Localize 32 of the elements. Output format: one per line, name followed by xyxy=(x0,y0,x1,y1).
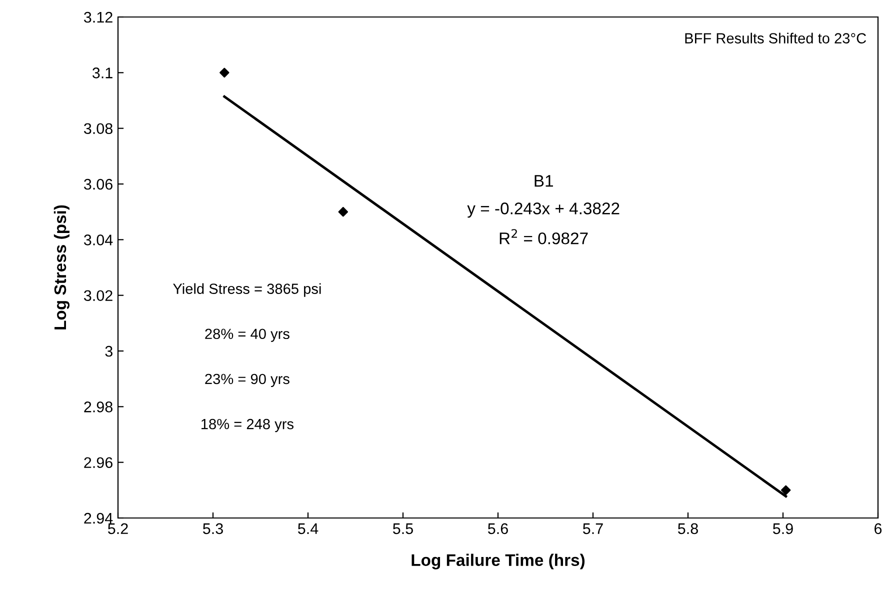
annotation: 23% = 90 yrs xyxy=(205,374,290,388)
y-tick-label: 3.02 xyxy=(84,290,112,302)
point xyxy=(780,485,791,496)
x-tick-label: 5.8 xyxy=(678,523,698,534)
annotation: 18% = 248 yrs xyxy=(202,418,294,432)
annotation: BFF Results Shifted to 23°C xyxy=(685,32,866,44)
y-tick-label: 3.06 xyxy=(84,178,112,190)
y-tick-label: 2.94 xyxy=(84,512,113,524)
x-tick-label: 5.9 xyxy=(772,523,793,534)
x-tick-label: 6 xyxy=(874,523,882,534)
x-tick-label: 5.5 xyxy=(392,523,413,534)
point xyxy=(220,68,230,78)
annotation: y = -0.243x + 4.3822 xyxy=(467,202,620,218)
y-tick-label: 2.96 xyxy=(84,457,112,468)
annotation: Yield Stress = 3865 psi xyxy=(173,283,321,297)
y-tick-label: 2.98 xyxy=(84,402,112,412)
y-tick-label: 3.12 xyxy=(84,12,112,23)
y-axis-title: Log Stress (psi) xyxy=(54,205,70,330)
annotation: B1 xyxy=(534,175,553,187)
annotation: R$^{2}$ = 0.9827 xyxy=(500,229,588,244)
y-tick-label: 3.1 xyxy=(92,68,112,78)
x-tick-label: 5.6 xyxy=(488,523,508,534)
x-tick-label: 5.2 xyxy=(108,523,128,534)
y-tick-label: 3 xyxy=(105,346,112,357)
y-tick-label: 3.08 xyxy=(84,123,112,134)
x-axis-title: Log Failure Time (hrs) xyxy=(412,554,585,570)
annotation: 28% = 40 yrs xyxy=(205,328,290,342)
x-tick-label: 5.4 xyxy=(298,523,318,534)
point xyxy=(338,206,348,217)
y-tick-label: 3.04 xyxy=(84,234,113,246)
x-tick-label: 5.7 xyxy=(582,523,603,534)
x-tick-label: 5.3 xyxy=(202,523,223,534)
